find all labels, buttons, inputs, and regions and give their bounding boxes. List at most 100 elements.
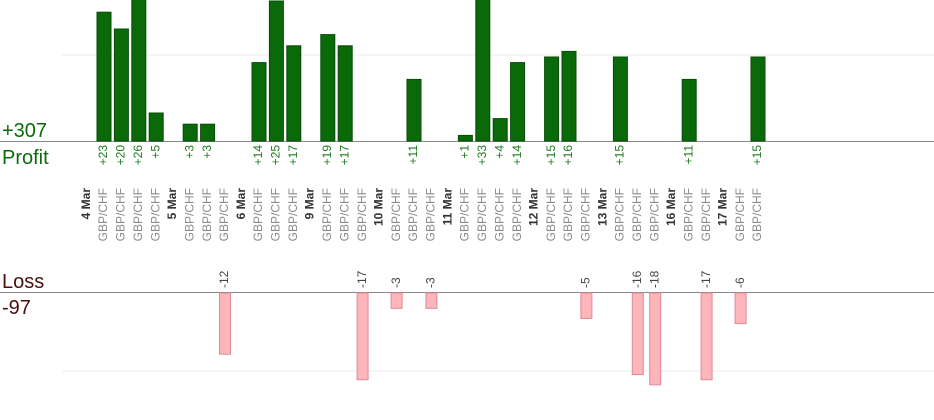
profit-value-label: +17: [286, 145, 300, 166]
profit-value-label: +20: [114, 145, 128, 166]
profit-value-label: +15: [544, 145, 558, 166]
profit-bar: [251, 62, 267, 142]
profit-value-label: +3: [200, 145, 214, 159]
profit-value-label: +3: [182, 145, 196, 159]
profit-value-label: +17: [337, 145, 351, 166]
profit-value-label: +4: [492, 145, 506, 159]
symbol-label: GBP/CHF: [251, 188, 265, 241]
symbol-label: GBP/CHF: [699, 188, 713, 241]
profit-value-label: +33: [475, 145, 489, 166]
profit-bar: [148, 112, 164, 142]
profit-value-label: +26: [131, 145, 145, 166]
symbol-label: GBP/CHF: [492, 188, 506, 241]
profit-bar: [200, 123, 216, 142]
date-labels: 4 Mar 5 Mar 6 Mar 9 Mar 10 Mar 11 Mar 12 Mar 13…: [79, 188, 730, 226]
symbol-label: GBP/CHF: [286, 188, 300, 241]
symbol-label: GBP/CHF: [630, 188, 644, 241]
loss-value-label: -12: [217, 270, 231, 288]
date-label: 6 Mar: [234, 188, 248, 220]
symbol-label: GBP/CHF: [733, 188, 747, 241]
profit-bar: [182, 123, 198, 142]
profit-value-label: +11: [406, 145, 420, 165]
profit-value-label: +5: [148, 145, 162, 159]
loss-bar: [734, 292, 747, 325]
profit-bar: [561, 50, 577, 142]
symbol-label: GBP/CHF: [544, 188, 558, 241]
profit-bar: [286, 45, 302, 142]
profit-bar: [475, 0, 491, 142]
bars: [96, 0, 766, 386]
profit-value-label: +25: [269, 145, 283, 166]
symbol-label: GBP/CHF: [681, 188, 695, 241]
date-label: 12 Mar: [526, 188, 540, 226]
loss-value-label: -17: [355, 270, 369, 288]
loss-value-label: -3: [424, 277, 438, 288]
loss-bar: [649, 292, 662, 386]
profit-value-label: +11: [681, 145, 695, 165]
loss-value-label: -17: [699, 270, 713, 288]
gridlines: [62, 54, 934, 372]
symbol-label: GBP/CHF: [96, 188, 110, 241]
profit-value-label: +14: [251, 145, 265, 166]
loss-bar: [425, 292, 438, 309]
profit-value-label: +16: [561, 145, 575, 166]
profit-bar: [320, 34, 336, 142]
date-label: 9 Mar: [303, 188, 317, 220]
profit-bar: [96, 11, 112, 142]
date-label: 16 Mar: [664, 188, 678, 226]
loss-bar: [580, 292, 593, 319]
date-label: 13 Mar: [595, 188, 609, 226]
symbol-label: GBP/CHF: [475, 188, 489, 241]
profit-bar: [612, 56, 628, 142]
symbol-label: GBP/CHF: [458, 188, 472, 241]
date-label: 17 Mar: [715, 188, 729, 226]
profit-value-label: +14: [510, 145, 524, 166]
date-label: 10 Mar: [371, 188, 385, 226]
profit-bar: [544, 56, 560, 142]
profit-bar: [510, 62, 526, 142]
symbol-label: GBP/CHF: [182, 188, 196, 241]
symbol-label: GBP/CHF: [148, 188, 162, 241]
symbol-labels: GBP/CHF GBP/CHF GBP/CHF GBP/CHF GBP/CHF GBP/C…: [96, 188, 764, 241]
loss-value-label: -6: [733, 277, 747, 288]
loss-value-label: -3: [389, 277, 403, 288]
loss-bar: [219, 292, 231, 355]
loss-label: Loss: [2, 271, 44, 293]
loss-bar: [390, 292, 403, 309]
profit-bar: [337, 45, 353, 142]
symbol-label: GBP/CHF: [750, 188, 764, 241]
profit-bar: [681, 78, 697, 142]
profit-value-label: +1: [458, 145, 472, 159]
symbol-label: GBP/CHF: [320, 188, 334, 241]
profit-value-label: +15: [613, 145, 627, 166]
symbol-label: GBP/CHF: [424, 188, 438, 241]
profit-bar: [457, 134, 473, 142]
profit-value-label: +23: [96, 145, 110, 166]
profit-total: +307: [2, 120, 47, 142]
profit-bar: [750, 56, 766, 142]
value-labels: +23 +20 +26 +5 +3 +3-12+14 +25 +17 +19 +17-17 -3+1…: [96, 145, 764, 288]
symbol-label: GBP/CHF: [579, 188, 593, 241]
symbol-label: GBP/CHF: [131, 188, 145, 241]
symbol-label: GBP/CHF: [337, 188, 351, 241]
loss-value-label: -18: [647, 270, 661, 288]
loss-bar: [700, 292, 713, 381]
symbol-label: GBP/CHF: [613, 188, 627, 241]
symbol-label: GBP/CHF: [355, 188, 369, 241]
symbol-label: GBP/CHF: [510, 188, 524, 241]
loss-bar: [356, 292, 369, 381]
profit-bar: [268, 0, 284, 142]
profit-label: Profit: [2, 147, 49, 169]
date-label: 4 Mar: [79, 188, 93, 220]
profit-bar: [113, 28, 129, 142]
profit-bar: [406, 78, 422, 142]
symbol-label: GBP/CHF: [200, 188, 214, 241]
loss-bar: [631, 292, 644, 376]
symbol-label: GBP/CHF: [647, 188, 661, 241]
symbol-label: GBP/CHF: [389, 188, 403, 241]
profit-bar: [131, 0, 147, 142]
symbol-label: GBP/CHF: [561, 188, 575, 241]
symbol-label: GBP/CHF: [114, 188, 128, 241]
date-label: 5 Mar: [165, 188, 179, 220]
